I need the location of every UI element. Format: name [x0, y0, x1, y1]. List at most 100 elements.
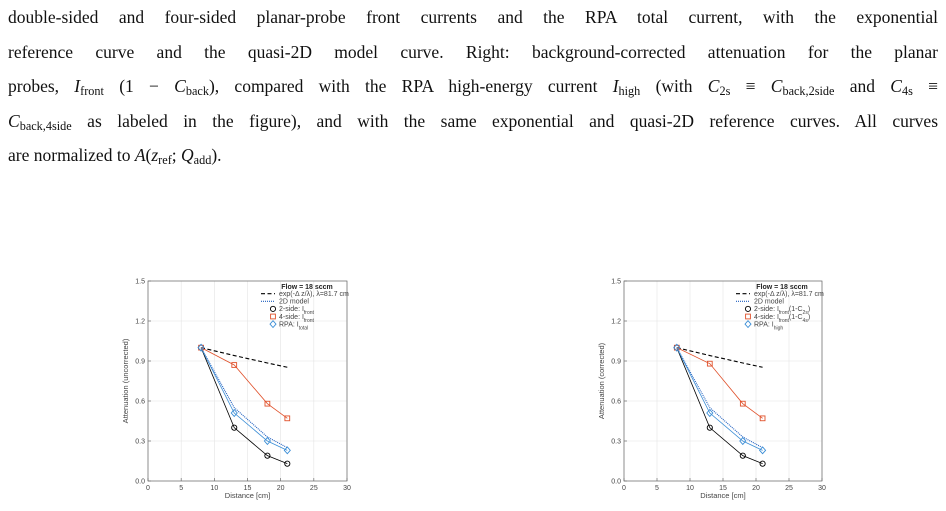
x-axis-label: Distance [cm] — [225, 491, 270, 500]
text-run: front — [80, 84, 104, 99]
x-tick-label: 5 — [655, 485, 659, 492]
legend-text: 2D model — [754, 299, 784, 306]
series-line — [676, 347, 763, 451]
y-tick-label: 0.6 — [611, 398, 621, 405]
marker — [264, 452, 271, 459]
series-line — [676, 347, 763, 465]
marker — [231, 424, 238, 431]
text-run: as labeled in the figure), and with the … — [71, 110, 938, 131]
legend-text: ) — [808, 314, 810, 321]
y-tick-label: 0.3 — [135, 438, 145, 445]
legend-label: RPA: Ihigh — [754, 321, 783, 331]
text-run: add — [193, 153, 212, 168]
legend-text: (1-C — [789, 314, 803, 321]
text-line: probes, Ifront (1 − Cback), compared wit… — [8, 69, 938, 104]
legend-label: 4-side: Ifront(1-C4s) — [754, 314, 810, 324]
marker — [197, 343, 205, 352]
text-run: ≡ — [912, 76, 938, 97]
text-run: 2s — [719, 84, 731, 99]
marker — [284, 460, 291, 467]
y-tick-label: 1.5 — [135, 278, 145, 285]
legend-label: exp(-Δ z/λ), λ=81.7 cm — [279, 291, 349, 298]
legend-text: 2D model — [279, 299, 309, 306]
y-tick-label: 0.6 — [135, 398, 145, 405]
marker — [230, 408, 238, 418]
marker — [264, 400, 271, 407]
x-tick-label: 20 — [752, 485, 760, 492]
legend-sub: front — [304, 310, 315, 316]
x-tick-label: 25 — [310, 485, 318, 492]
text-run: I — [612, 76, 619, 97]
legend-label: 2D model — [279, 299, 309, 306]
series-line — [200, 347, 288, 419]
legend-text: ) — [808, 306, 810, 313]
legend-label: exp(-Δ z/λ), λ=81.7 cm — [754, 291, 824, 298]
y-axis-label: Attenuation (corrected) — [597, 342, 606, 419]
marker — [759, 460, 766, 467]
legend-text: exp(-Δ z/λ), λ=81.7 cm — [754, 291, 824, 298]
text-line: double-sided and four-sided planar-probe… — [8, 0, 938, 35]
legend-label: 4-side: Ifront — [279, 314, 315, 324]
marker — [745, 313, 751, 320]
y-tick-label: 0.0 — [135, 478, 145, 485]
legend-text: (1-C — [789, 306, 803, 313]
text-run: C — [174, 76, 186, 97]
legend-text: 2-side: I — [754, 306, 779, 313]
text-run: are normalized to — [8, 145, 135, 166]
text-run: C — [707, 76, 720, 97]
series-line — [200, 347, 288, 449]
x-tick-label: 15 — [719, 485, 727, 492]
text-line: are normalized to A(zref; Qadd). — [8, 138, 938, 173]
series-line — [200, 347, 288, 465]
text-run: I — [74, 76, 81, 97]
text-run: back,4side — [19, 118, 72, 133]
legend-sub: 2s — [803, 310, 809, 316]
legend-title: Flow = 18 sccm — [756, 284, 808, 291]
text-run: high — [618, 84, 641, 99]
text-run: (1 − — [103, 76, 175, 97]
x-tick-label: 0 — [622, 485, 626, 492]
text-run: C — [8, 110, 20, 131]
x-tick-label: 5 — [179, 485, 183, 492]
legend-text: RPA: I — [754, 321, 774, 328]
series-line — [676, 347, 763, 449]
legend-sub: front — [779, 318, 790, 324]
marker — [706, 408, 714, 418]
text-run: ), compared with the RPA high-energy cur… — [208, 76, 613, 97]
legend-sub: front — [779, 310, 790, 316]
text-run: Q — [181, 145, 194, 166]
marker — [744, 320, 752, 329]
x-tick-label: 0 — [146, 485, 150, 492]
series-line — [676, 347, 763, 368]
x-tick-label: 25 — [785, 485, 793, 492]
legend-text: 2-side: I — [279, 306, 304, 313]
text-run: A — [134, 145, 146, 166]
text-run: ref — [158, 153, 172, 168]
series-line — [676, 347, 763, 419]
marker — [673, 343, 681, 352]
text-run: double-sided and four-sided planar-probe… — [8, 7, 938, 27]
text-run: back,2side — [782, 84, 835, 99]
y-axis-label: Attenuation (uncorrected) — [121, 338, 130, 423]
legend-label: 2D model — [754, 299, 784, 306]
marker — [283, 446, 291, 455]
plot-frame — [147, 280, 348, 482]
legend-sub: front — [304, 318, 315, 324]
text-line: reference curve and the quasi-2D model c… — [8, 35, 938, 70]
marker — [739, 436, 747, 446]
marker — [269, 320, 277, 329]
text-run: (with — [640, 76, 708, 97]
text-run: and — [834, 76, 891, 97]
text-run: ). — [211, 145, 222, 166]
series-line — [200, 347, 288, 451]
legend-text: 4-side: I — [279, 314, 304, 321]
legend-sub: high — [774, 325, 784, 331]
marker — [758, 446, 767, 455]
legend-text: 4-side: I — [754, 314, 779, 321]
marker — [269, 305, 277, 312]
caption-text: double-sided and four-sided planar-probe… — [8, 0, 938, 173]
legend-text: RPA: I — [279, 321, 299, 328]
marker — [284, 415, 291, 422]
